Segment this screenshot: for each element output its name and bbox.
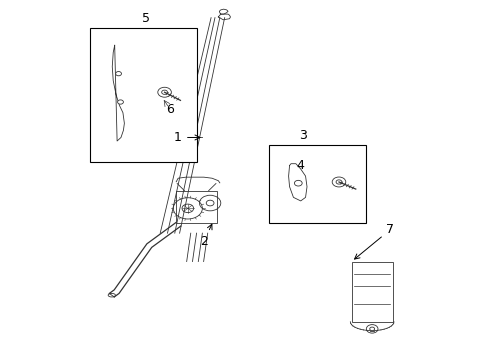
- Bar: [174, 134, 179, 141]
- Text: 4: 4: [297, 159, 305, 172]
- Polygon shape: [112, 45, 124, 141]
- Text: 3: 3: [299, 129, 307, 142]
- Bar: [90, 28, 196, 162]
- Bar: [269, 145, 366, 222]
- Circle shape: [332, 177, 346, 187]
- Circle shape: [116, 72, 122, 76]
- Text: 7: 7: [355, 223, 394, 259]
- Circle shape: [336, 180, 342, 184]
- Text: 6: 6: [166, 103, 174, 116]
- Circle shape: [158, 87, 172, 97]
- Circle shape: [118, 100, 123, 104]
- Polygon shape: [289, 164, 307, 201]
- Text: 1: 1: [174, 131, 200, 144]
- Text: 2: 2: [200, 224, 212, 248]
- Bar: [352, 261, 393, 322]
- Circle shape: [162, 90, 168, 94]
- Text: 5: 5: [142, 12, 149, 25]
- Circle shape: [294, 180, 302, 186]
